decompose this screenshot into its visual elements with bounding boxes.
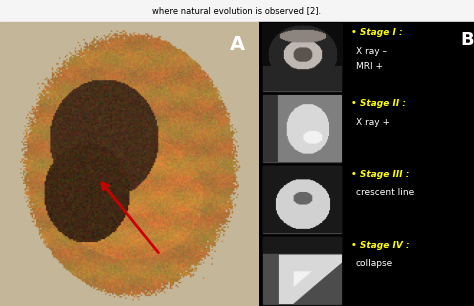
Bar [0,22,258,306]
Bar [263,24,341,91]
Text: • Stage III :: • Stage III : [351,170,409,179]
Bar [263,95,341,162]
Bar [258,22,474,306]
Bar [263,237,341,304]
Text: collapse: collapse [356,259,393,268]
Text: A: A [230,35,245,54]
Text: • Stage II :: • Stage II : [351,99,406,108]
Text: X ray +: X ray + [356,118,390,126]
Text: X ray –: X ray – [356,47,386,55]
Bar [0,0,474,22]
Text: MRI +: MRI + [356,62,383,71]
Bar [263,166,341,233]
Text: • Stage IV :: • Stage IV : [351,241,410,250]
Text: • Stage I :: • Stage I : [351,28,402,37]
Text: crescent line: crescent line [356,188,414,197]
Text: where natural evolution is observed [2].: where natural evolution is observed [2]. [153,6,321,16]
Text: B: B [460,31,474,49]
